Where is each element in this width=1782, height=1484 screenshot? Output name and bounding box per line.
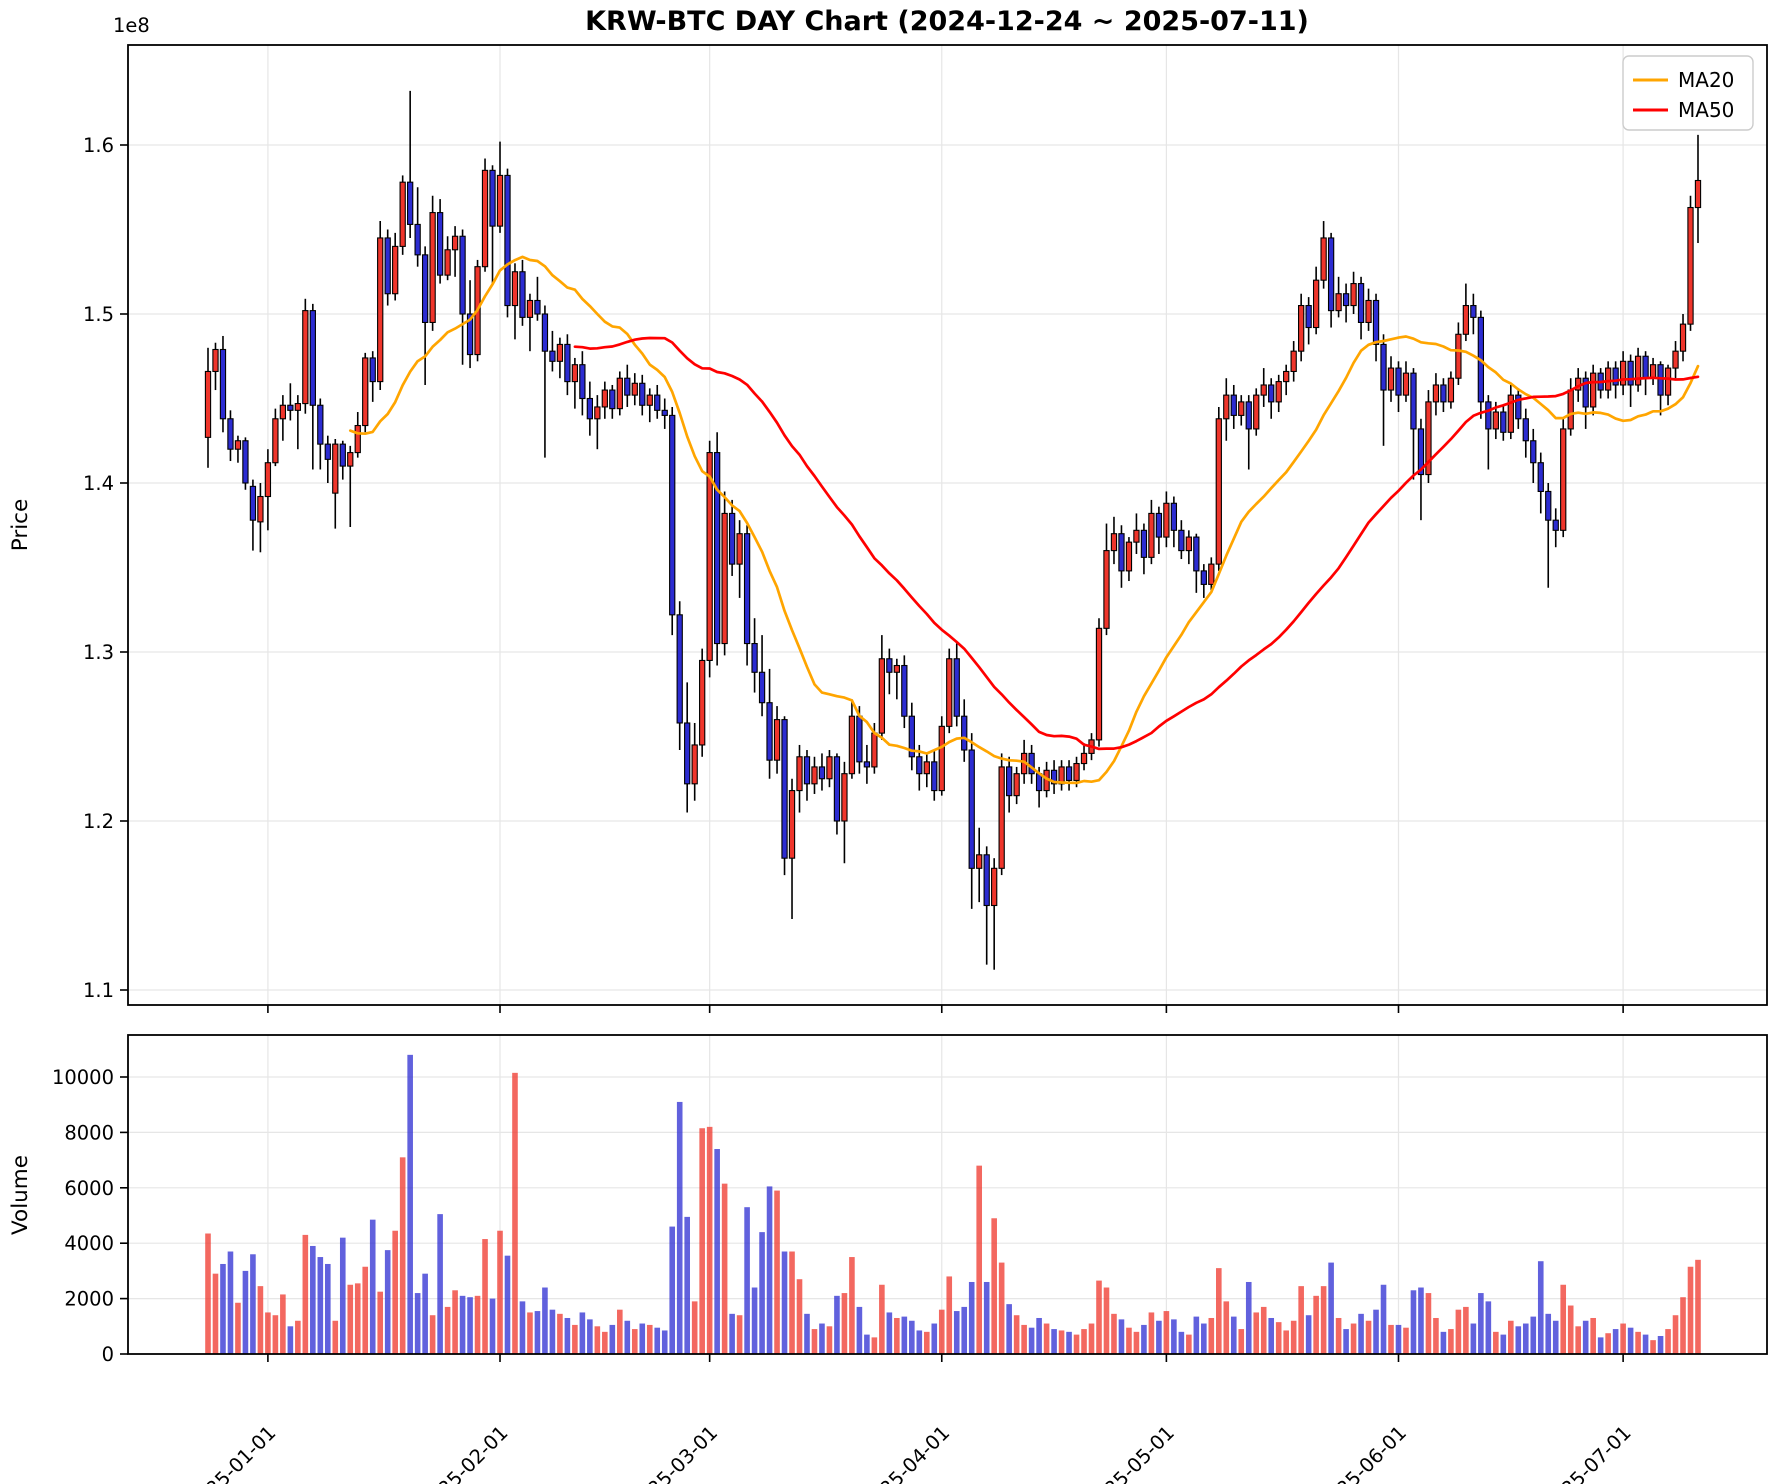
volume-tick-label: 0 xyxy=(102,1343,114,1366)
legend-ma50-label: MA50 xyxy=(1678,98,1734,122)
volume-tick-label: 2000 xyxy=(64,1288,114,1311)
volume-tick-label: 6000 xyxy=(64,1177,114,1200)
price-tick-label: 1.4 xyxy=(83,472,114,495)
volume-axis-label: Volume xyxy=(8,1155,33,1235)
price-tick-label: 1.3 xyxy=(83,641,114,664)
price-axis-label: Price xyxy=(8,499,33,551)
date-tick-label: 2025-03-01 xyxy=(626,1421,722,1484)
date-tick-label: 2025-05-01 xyxy=(1083,1421,1179,1484)
price-offset-label: 1e8 xyxy=(113,14,150,37)
date-tick-label: 2025-02-01 xyxy=(416,1421,512,1484)
candlesticks xyxy=(204,90,1702,970)
date-tick-label: 2025-04-01 xyxy=(858,1421,954,1484)
legend: MA20 MA50 xyxy=(1622,55,1754,131)
price-tick-label: 1.1 xyxy=(83,979,114,1002)
gridlines xyxy=(128,45,1767,1354)
legend-ma20-label: MA20 xyxy=(1678,68,1734,92)
date-tick-label: 2025-01-01 xyxy=(184,1421,280,1484)
moving-average-lines xyxy=(348,255,1700,785)
volume-tick-label: 10000 xyxy=(52,1066,114,1089)
price-tick-label: 1.2 xyxy=(83,810,114,833)
volume-tick-label: 4000 xyxy=(64,1232,114,1255)
chart-title: KRW-BTC DAY Chart (2024-12-24 ~ 2025-07-… xyxy=(585,6,1309,37)
axes-frame xyxy=(127,44,1768,1355)
price-tick-label: 1.6 xyxy=(83,134,114,157)
volume-tick-label: 8000 xyxy=(64,1121,114,1144)
date-tick-label: 2025-06-01 xyxy=(1315,1421,1411,1484)
price-tick-label: 1.5 xyxy=(83,303,114,326)
date-tick-label: 2025-07-01 xyxy=(1539,1421,1635,1484)
volume-bars xyxy=(205,1054,1701,1354)
